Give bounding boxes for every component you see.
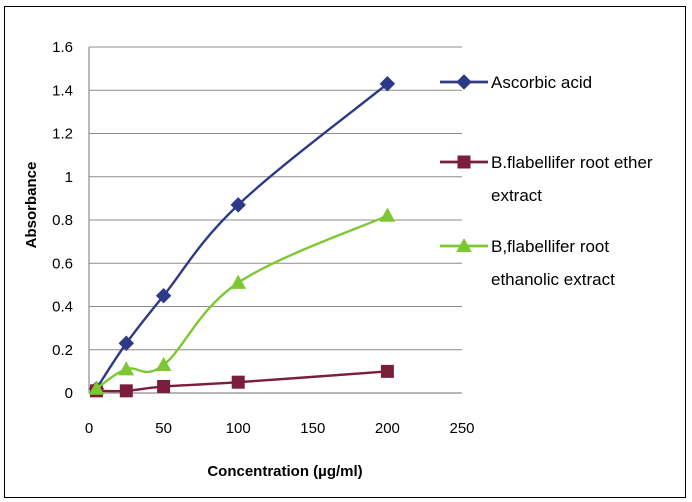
legend-marker — [456, 74, 472, 90]
x-tick-labels: 0 50 100 150 200 250 — [85, 420, 475, 437]
data-point — [231, 375, 245, 389]
legend-marker — [457, 155, 471, 169]
y-tick-label: 0 — [65, 385, 73, 402]
legend-item: B,flabellifer root ethanolic extract — [440, 237, 615, 289]
chart-frame — [4, 6, 686, 498]
legend-item: Ascorbic acid — [440, 73, 592, 92]
legend-label: ethanolic extract — [491, 270, 615, 289]
data-point — [379, 76, 396, 92]
legend-item: B.flabellifer root ether extract — [440, 153, 653, 205]
y-tick-label: 0.6 — [52, 255, 73, 272]
x-tick-label: 250 — [449, 420, 474, 437]
legend-label: Ascorbic acid — [491, 73, 592, 92]
data-point — [88, 380, 105, 395]
legend-label: B,flabellifer root — [491, 237, 609, 256]
legend: Ascorbic acid B.flabellifer root ether ext… — [440, 73, 653, 289]
series-line — [95, 214, 388, 390]
y-tick-label: 0.8 — [52, 212, 73, 229]
axes — [88, 47, 462, 394]
legend-marker — [456, 237, 472, 253]
x-tick-label: 100 — [226, 420, 251, 437]
data-series — [88, 76, 396, 398]
y-tick-label: 1.2 — [52, 126, 73, 143]
data-point — [155, 287, 172, 304]
y-tick-label: 0.4 — [52, 299, 73, 316]
x-tick-label: 200 — [375, 420, 400, 437]
y-tick-label: 1.6 — [52, 39, 73, 56]
legend-label: B.flabellifer root ether — [491, 153, 653, 172]
series-3 — [88, 207, 396, 395]
data-point — [155, 356, 172, 371]
y-axis-title: Absorbance — [23, 162, 40, 249]
y-tick-label: 1.4 — [52, 82, 73, 99]
x-tick-label: 50 — [155, 420, 172, 437]
data-point — [119, 384, 133, 398]
data-point — [118, 361, 135, 376]
data-point — [230, 274, 247, 289]
data-point — [118, 335, 135, 351]
y-tick-label: 0.2 — [52, 342, 73, 359]
x-tick-label: 0 — [85, 420, 93, 437]
y-tick-labels: 0 0.2 0.4 0.6 0.8 1 1.2 1.4 1.6 — [52, 39, 73, 402]
data-point — [230, 197, 246, 213]
x-tick-label: 150 — [300, 420, 325, 437]
gridlines — [89, 46, 462, 351]
y-tick-label: 1 — [65, 169, 73, 186]
series-line — [95, 82, 389, 390]
x-axis-title: Concentration (µg/ml) — [207, 463, 362, 480]
legend-label: extract — [491, 186, 542, 205]
data-point — [157, 380, 171, 394]
data-point — [380, 364, 394, 378]
data-point — [379, 207, 396, 222]
series-1 — [88, 76, 396, 397]
